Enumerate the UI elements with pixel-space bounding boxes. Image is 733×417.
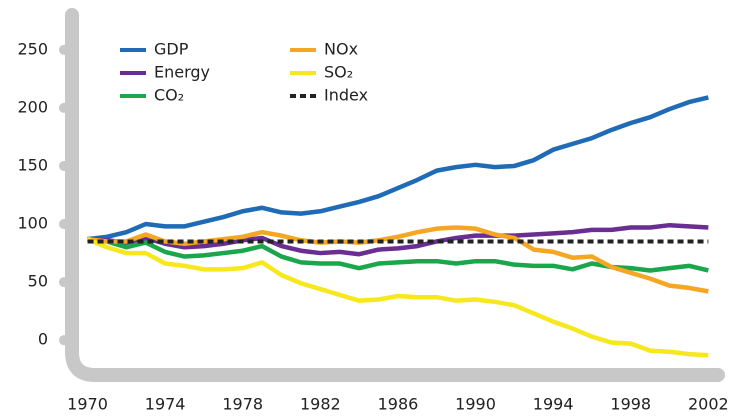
legend-label: GDP (154, 40, 189, 59)
y-tick-label: 150 (17, 155, 48, 174)
x-tick-label: 1978 (222, 395, 263, 414)
x-tick-label: 1998 (610, 395, 651, 414)
x-tick-label: 1974 (145, 395, 186, 414)
legend-label: SO₂ (324, 63, 353, 82)
x-tick-label: 1970 (67, 395, 108, 414)
series-line (87, 95, 709, 242)
axis (65, 8, 725, 382)
legend-label: Index (324, 86, 368, 105)
legend-label: NOx (324, 40, 358, 59)
x-tick-label: 1990 (455, 395, 496, 414)
y-tick-label: 250 (17, 39, 48, 58)
x-tick-label: 1986 (378, 395, 419, 414)
x-tick-label: 1982 (300, 395, 341, 414)
series-line (87, 222, 709, 257)
series-line (86, 237, 709, 358)
series-line (87, 225, 709, 294)
y-tick-label: 200 (17, 97, 48, 116)
x-tick-label: 2002 (688, 395, 729, 414)
legend-label: Energy (154, 63, 210, 82)
y-tick-label: 0 (38, 330, 48, 349)
legend-label: CO₂ (154, 86, 184, 105)
y-tick-label: 50 (28, 272, 48, 291)
y-tick-label: 100 (17, 214, 48, 233)
x-tick-label: 1994 (533, 395, 574, 414)
